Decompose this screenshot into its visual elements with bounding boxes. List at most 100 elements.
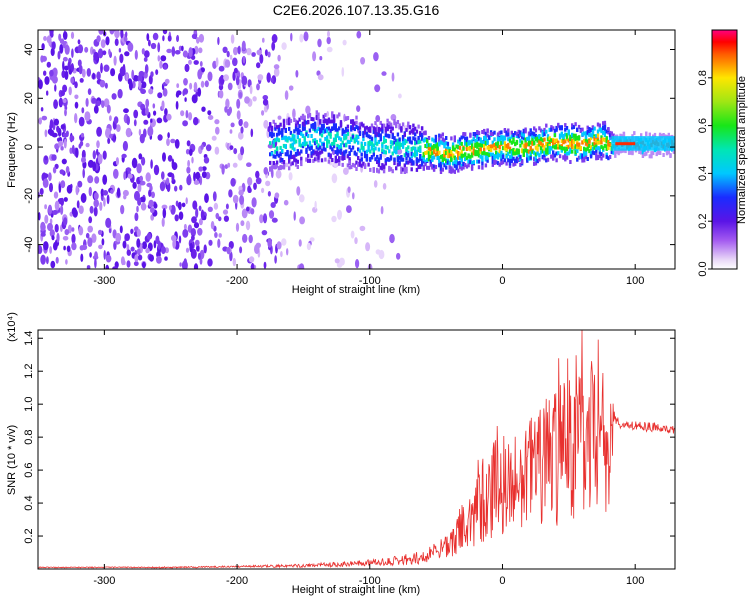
noise-speckle — [184, 97, 187, 102]
noise-speckle — [148, 88, 154, 95]
ridge-cell — [427, 157, 431, 162]
ridge-cell — [465, 164, 469, 169]
ridge-cell — [372, 168, 375, 173]
ridge-cell — [272, 119, 275, 124]
noise-speckle — [102, 190, 109, 196]
ridge-cell — [558, 145, 562, 150]
noise-speckle — [93, 51, 99, 61]
noise-speckle — [238, 189, 244, 196]
ridge-cell — [415, 167, 419, 172]
ridge-cell — [546, 137, 550, 142]
noise-speckle — [250, 262, 255, 269]
noise-speckle — [75, 147, 79, 158]
ridge-cell — [458, 160, 462, 165]
ridge-cell — [329, 154, 332, 159]
ridge-cell — [319, 130, 322, 135]
ridge-cell — [438, 139, 441, 144]
ridge-cell — [336, 150, 339, 155]
ridge-cell — [282, 135, 286, 140]
ridge-cell — [533, 140, 536, 145]
ridge-cell — [322, 126, 325, 131]
ridge-cell — [438, 156, 441, 161]
noise-speckle — [183, 78, 188, 86]
noise-speckle — [246, 162, 252, 167]
noise-speckle — [44, 204, 47, 210]
ridge-cell — [484, 163, 488, 168]
ridge-cell — [275, 160, 279, 165]
ridge-cell — [360, 145, 363, 150]
ridge-cell — [374, 137, 377, 142]
noise-speckle — [174, 139, 180, 149]
noise-speckle — [230, 177, 236, 187]
ridge-cell — [464, 140, 467, 144]
ridge-cell — [357, 156, 360, 160]
noise-speckle — [93, 192, 99, 200]
ridge-cell — [457, 168, 460, 173]
noise-speckle — [150, 207, 155, 214]
ridge-cell — [441, 132, 444, 137]
ridge-cell — [508, 161, 512, 166]
ridge-cell — [334, 159, 337, 164]
noise-speckle — [46, 256, 49, 265]
noise-speckle — [70, 31, 75, 39]
ridge-cell — [581, 127, 584, 132]
ridge-cell — [331, 119, 334, 124]
noise-speckle — [214, 146, 220, 155]
ridge-cell — [388, 157, 391, 162]
ridge-cell — [557, 142, 560, 147]
noise-speckle — [207, 115, 214, 120]
ridge-cell — [489, 152, 493, 157]
ridge-cell — [412, 152, 415, 157]
ridge-cell — [432, 164, 436, 169]
ridge-cell — [564, 132, 567, 137]
ridge-cell — [438, 137, 441, 142]
ridge-cell — [377, 133, 381, 138]
ridge-cell — [550, 146, 553, 151]
ridge-cell — [348, 145, 351, 150]
noise-speckle — [284, 162, 289, 168]
noise-speckle — [185, 148, 190, 155]
ridge-cell — [641, 150, 645, 155]
ridge-cell — [391, 151, 394, 156]
noise-speckle — [355, 259, 360, 269]
ridge-cell — [269, 123, 272, 128]
noise-speckle — [193, 117, 199, 126]
ridge-cell — [310, 151, 313, 156]
ridge-cell — [519, 143, 522, 148]
ridge-cell — [501, 154, 505, 159]
noise-speckle — [165, 177, 170, 186]
ridge-cell — [507, 131, 510, 136]
ridge-cell — [658, 132, 662, 137]
ridge-cell — [414, 141, 417, 146]
ridge-cell — [581, 132, 584, 137]
ridge-cell — [484, 152, 488, 157]
ridge-cell — [336, 133, 339, 138]
ridge-cell — [313, 150, 317, 155]
ridge-cell — [370, 155, 374, 159]
noise-speckle — [92, 161, 97, 172]
noise-speckle — [171, 234, 177, 242]
ridge-cell — [357, 135, 360, 140]
ridge-cell — [533, 135, 536, 140]
noise-speckle — [40, 107, 44, 112]
noise-speckle — [210, 221, 215, 230]
ridge-cell — [396, 156, 400, 161]
noise-speckle — [126, 115, 130, 126]
ridge-cell — [369, 167, 372, 172]
ridge-cell — [501, 160, 505, 165]
ridge-cell — [548, 150, 551, 155]
ridge-cell — [608, 130, 612, 135]
ridge-cell — [508, 138, 512, 143]
ridge-cell — [517, 133, 520, 138]
ridge-cell — [339, 150, 343, 155]
ridge-cell — [362, 123, 365, 128]
ridge-cell — [427, 151, 431, 156]
ridge-cell — [296, 128, 299, 132]
ridge-cell — [319, 138, 322, 143]
noise-speckle — [223, 215, 229, 222]
noise-speckle — [97, 229, 103, 235]
ridge-cell — [477, 159, 481, 164]
noise-speckle — [276, 241, 282, 250]
ridge-cell — [405, 169, 408, 174]
ridge-cell — [567, 138, 570, 143]
